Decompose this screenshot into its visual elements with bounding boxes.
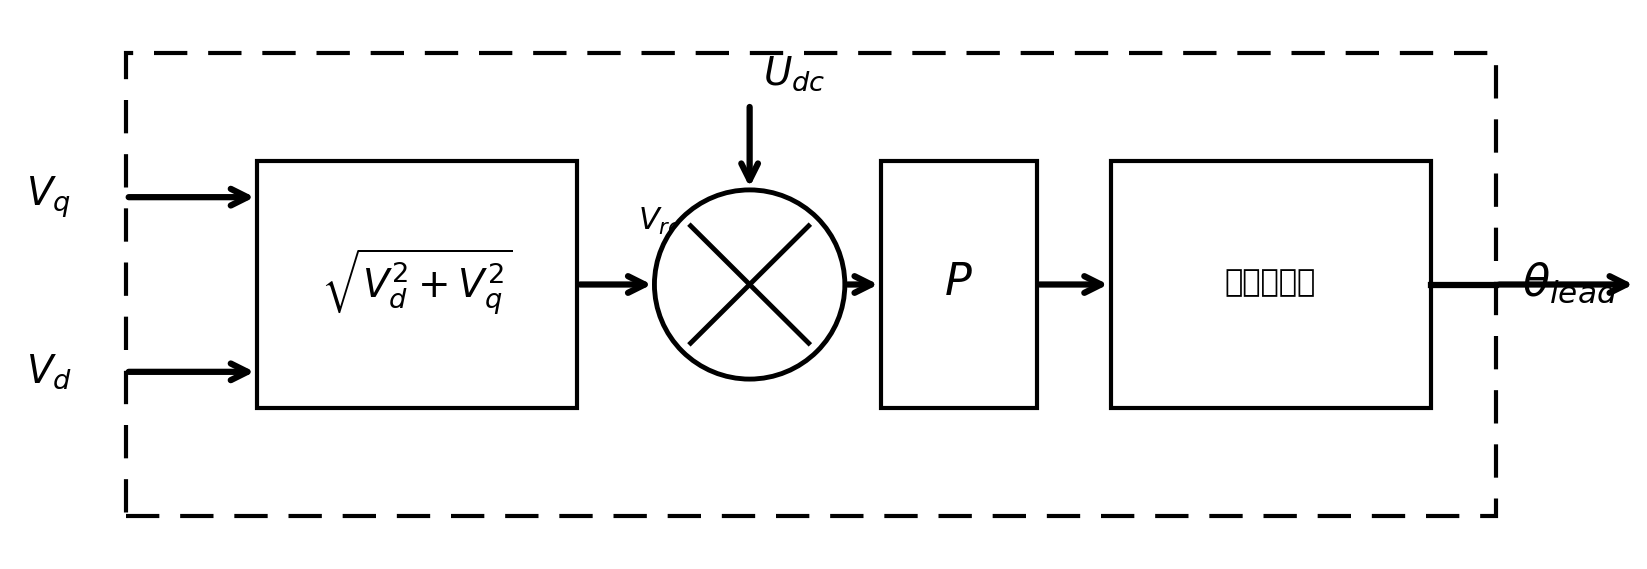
Text: $V_{ref}$: $V_{ref}$	[639, 205, 693, 237]
Text: 超前角限幅: 超前角限幅	[1224, 269, 1316, 298]
Text: $\theta_{lead}$: $\theta_{lead}$	[1522, 261, 1619, 305]
Text: $V_d$: $V_d$	[26, 353, 72, 391]
Text: $V_q$: $V_q$	[26, 174, 71, 220]
Text: $U_{dc}$: $U_{dc}$	[763, 54, 825, 93]
Text: $P$: $P$	[944, 261, 972, 304]
Text: $+$: $+$	[688, 323, 721, 365]
Ellipse shape	[654, 190, 845, 379]
Text: $\sqrt{V_d^2+V_q^2}$: $\sqrt{V_d^2+V_q^2}$	[321, 246, 512, 317]
Bar	[125, 53, 1497, 516]
Bar	[257, 160, 578, 409]
Bar	[881, 160, 1038, 409]
Bar	[1110, 160, 1431, 409]
Text: $-$: $-$	[771, 204, 804, 246]
